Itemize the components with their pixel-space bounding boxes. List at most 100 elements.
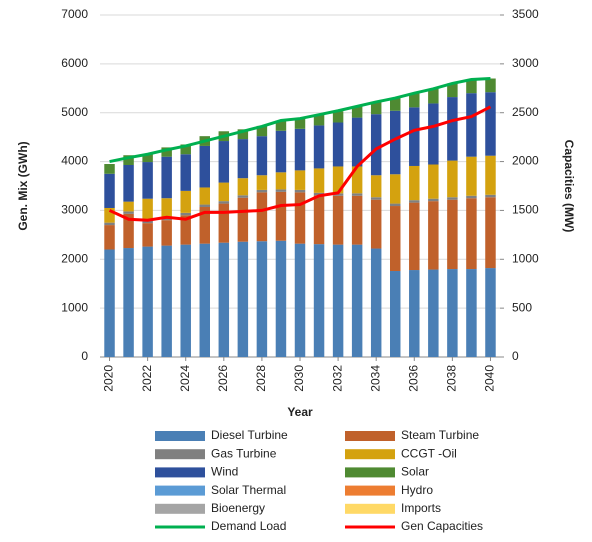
line-series: [109, 77, 491, 164]
bar-segment: [256, 175, 268, 190]
legend-label: Steam Turbine: [401, 428, 479, 442]
bar-segment: [428, 201, 439, 270]
bar-segment: [485, 155, 496, 195]
bar-segment: [409, 200, 420, 203]
bar-segment: [390, 203, 401, 207]
bar-segment: [294, 189, 306, 193]
bar-segment: [104, 249, 115, 357]
bar-segment: [428, 198, 439, 202]
bar-segment: [161, 147, 172, 157]
bar-segment: [275, 172, 287, 190]
legend-swatch: [155, 485, 205, 496]
legend-label: Gen Capacities: [401, 519, 483, 533]
bar-segment: [370, 199, 382, 249]
bar-segment: [485, 92, 496, 156]
legend-swatch: [155, 467, 205, 478]
bar-segment: [275, 191, 287, 241]
bar-segment: [180, 154, 191, 191]
legend-label: Bioenergy: [211, 501, 265, 515]
x-tick-label: 2028: [254, 365, 268, 392]
bar-segment: [161, 217, 172, 221]
bar-segment: [256, 125, 268, 137]
bar-segment: [351, 166, 363, 194]
bar-segment: [332, 122, 344, 167]
bar-segment: [332, 195, 344, 245]
bar-segment: [370, 248, 382, 357]
bar-segment: [218, 242, 230, 357]
bar-segment: [485, 78, 496, 93]
bar-segment: [123, 155, 134, 165]
bar-segment: [485, 197, 496, 269]
bar-segment: [256, 189, 268, 193]
legend-swatch: [345, 467, 395, 478]
bar-segment: [409, 165, 420, 201]
legend-label: Demand Load: [211, 519, 286, 533]
bar-segment: [313, 125, 325, 169]
bar-segment: [180, 215, 191, 245]
bar-segment: [104, 164, 115, 174]
y2-tick-label: 500: [512, 300, 532, 314]
bar-segment: [275, 189, 287, 192]
bar-segment: [485, 268, 496, 357]
bar-segment: [409, 107, 420, 166]
bar-segment: [104, 222, 115, 226]
bar-segment: [466, 93, 477, 157]
bar-segment: [409, 93, 420, 108]
bar-segment: [123, 211, 134, 214]
bar-segment: [275, 120, 287, 131]
y-tick-label: 5000: [61, 105, 88, 119]
bar-segment: [390, 110, 401, 175]
bar-segment: [351, 244, 363, 357]
x-axis-title: Year: [287, 405, 313, 419]
bar-segment: [332, 193, 344, 196]
legend-label: Gas Turbine: [211, 446, 277, 460]
bar-segment: [199, 187, 210, 205]
y-tick-label: 4000: [61, 154, 88, 168]
x-tick-label: 2032: [330, 365, 344, 392]
legend-label: Solar: [401, 465, 429, 479]
bar-segment: [370, 197, 382, 200]
bar-segment: [256, 241, 268, 357]
x-tick-label: 2024: [178, 365, 192, 392]
bar-segment: [466, 79, 477, 94]
bar-segment: [199, 204, 210, 208]
x-tick-label: 2026: [216, 365, 230, 392]
legend-swatch: [345, 431, 395, 441]
bar-segment: [256, 192, 268, 242]
bar-segment: [180, 244, 191, 357]
bar-segment: [351, 106, 363, 118]
bar-segment: [237, 241, 249, 357]
bar-segment: [218, 141, 230, 183]
bar-segment: [275, 240, 287, 357]
bar-segment: [237, 197, 249, 242]
x-tick-label: 2030: [292, 365, 306, 392]
legend-swatch: [155, 503, 205, 514]
bar-segment: [390, 206, 401, 272]
bar-segment: [123, 213, 134, 249]
bar-segment: [409, 202, 420, 271]
bar-segment: [237, 129, 249, 140]
legend-swatch: [345, 503, 395, 514]
bar-segment: [447, 197, 458, 200]
bar-segment: [351, 117, 363, 167]
bar-segment: [351, 193, 363, 196]
bar-segment: [313, 168, 325, 193]
bar-segment: [428, 88, 439, 104]
bar-segment: [180, 144, 191, 155]
y-tick-label: 6000: [61, 56, 88, 70]
bar-segment: [218, 201, 230, 204]
bar-segment: [161, 156, 172, 199]
bar-segment: [218, 182, 230, 202]
bar-segment: [199, 207, 210, 244]
y-tick-label: 2000: [61, 251, 88, 265]
bar-segment: [161, 198, 172, 218]
bar-segment: [180, 190, 191, 213]
bar-segment: [294, 192, 306, 244]
x-tick-label: 2020: [102, 365, 116, 392]
bar-segment: [180, 212, 191, 216]
legend-label: Wind: [211, 465, 238, 479]
bar-segment: [485, 194, 496, 198]
bar-segment: [466, 195, 477, 199]
